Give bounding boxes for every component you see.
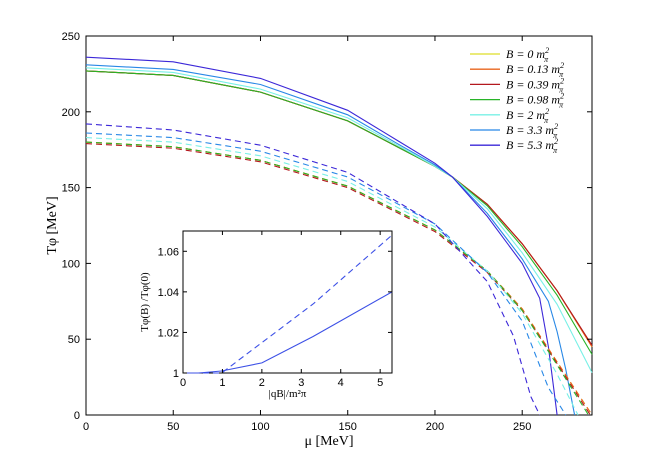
legend-label: B = 0.13 m2 π xyxy=(506,61,564,79)
main-plot-frame xyxy=(85,35,593,416)
y-tick-label: 0 xyxy=(74,410,80,422)
y-tick-label: 250 xyxy=(62,31,80,43)
inset-x-tick-label: 5 xyxy=(377,377,383,389)
inset-x-tick-label: 0 xyxy=(180,377,186,389)
x-tick-label: 100 xyxy=(251,421,269,433)
legend-label: B = 3.3 m2 π xyxy=(506,122,558,140)
inset-x-tick-label: 2 xyxy=(259,377,265,389)
legend-label: B = 0.98 m2 π xyxy=(506,92,564,110)
y-tick-label: 150 xyxy=(62,183,80,195)
inset-x-axis-label: |qB|/m²π xyxy=(269,388,307,400)
x-axis-label: μ [MeV] xyxy=(304,434,353,449)
legend-label: B = 0 m2 π xyxy=(506,46,549,64)
main-series-group xyxy=(85,56,593,416)
inset-y-tick-label: 1.02 xyxy=(158,327,179,339)
solid-series-line-6 xyxy=(85,56,558,416)
inset-y-tick-label: 1 xyxy=(173,368,179,380)
inset-y-axis-label: Tφ(B) /Tφ(0) xyxy=(139,272,151,332)
inset-y-tick-label: 1.04 xyxy=(158,287,179,299)
dashed-series-line-12 xyxy=(85,132,567,416)
y-tick-label: 50 xyxy=(68,334,80,346)
y-tick-label: 200 xyxy=(62,107,80,119)
x-tick-label: 200 xyxy=(426,421,444,433)
inset-x-tick-label: 1 xyxy=(219,377,225,389)
y-axis-label: Tφ [MeV] xyxy=(45,196,60,254)
x-tick-label: 0 xyxy=(83,421,89,433)
x-tick-label: 250 xyxy=(513,421,531,433)
inset-dashed-line-1 xyxy=(183,234,393,374)
x-tick-label: 150 xyxy=(339,421,357,433)
x-tick-label: 50 xyxy=(167,421,179,433)
legend: B = 0 m2 πB = 0.13 m2 πB = 0.39 m2 πB = 0.9… xyxy=(470,46,564,155)
y-tick-label: 100 xyxy=(62,258,80,270)
legend-label: B = 2 m2 π xyxy=(506,107,549,125)
dashed-series-line-10 xyxy=(85,141,589,416)
legend-label: B = 0.39 m2 π xyxy=(506,76,564,94)
inset-y-tick-label: 1.06 xyxy=(158,246,179,258)
solid-series-line-4 xyxy=(85,67,593,373)
inset-x-tick-label: 4 xyxy=(338,377,344,389)
inset-x-tick-label: 3 xyxy=(298,377,304,389)
dashed-series-line-11 xyxy=(85,137,579,416)
legend-label: B = 5.3 m2 π xyxy=(506,137,558,155)
inset-series-group xyxy=(183,234,393,374)
inset-plot-frame xyxy=(182,230,393,374)
